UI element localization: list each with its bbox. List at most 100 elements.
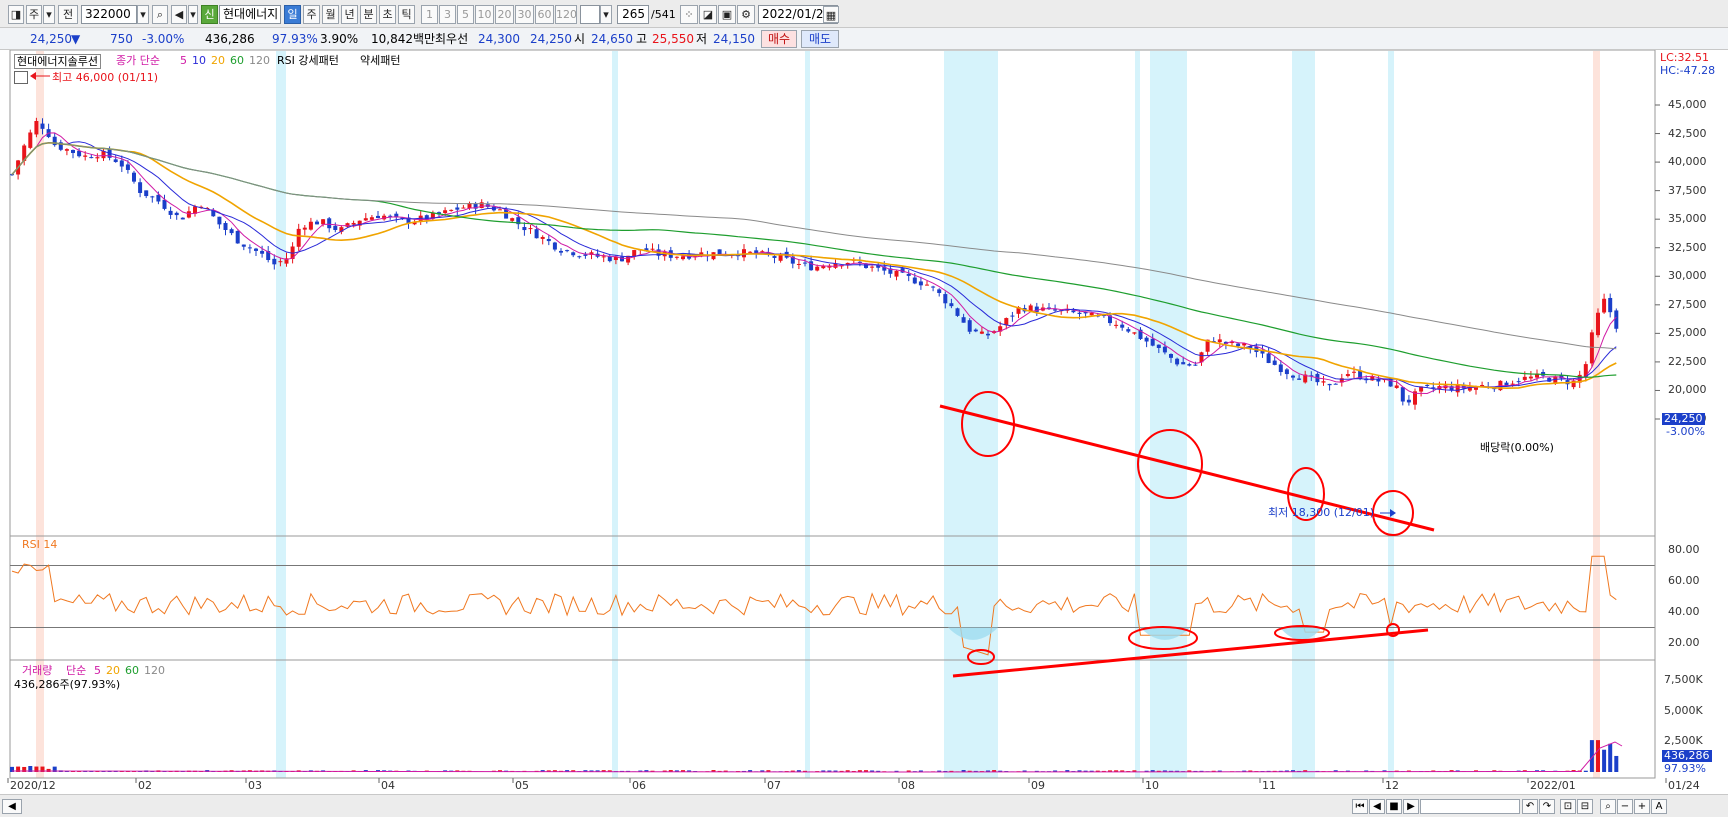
candle-body: [1528, 376, 1533, 379]
candle-body: [772, 256, 777, 258]
buy-button[interactable]: 매수: [761, 30, 797, 48]
panel-toggle-icon[interactable]: [14, 71, 28, 84]
candle-body: [955, 308, 960, 316]
candle-body: [363, 218, 368, 221]
stock-name-label[interactable]: 현대에너지솔루션: [14, 54, 101, 69]
candle-body: [1339, 378, 1344, 383]
candle-body: [430, 212, 435, 219]
panel-frame: [9, 50, 1656, 537]
candle-body: [1297, 378, 1302, 380]
price-axis-tick: 27,500: [1668, 297, 1707, 311]
price-axis-tick: 25,000: [1668, 326, 1707, 340]
candle-body: [864, 263, 868, 269]
candle-body: [443, 210, 448, 214]
interval-60[interactable]: 60: [535, 5, 554, 24]
candle-body: [138, 182, 143, 193]
redo-icon[interactable]: ↷: [1539, 799, 1555, 814]
candle-body: [961, 317, 966, 323]
volume-bar: [687, 770, 692, 772]
volume-bar: [22, 766, 27, 772]
interval-5[interactable]: 5: [457, 5, 474, 24]
tab-second[interactable]: 초: [379, 5, 396, 24]
candle-body: [22, 145, 27, 161]
volume-bar: [1333, 770, 1338, 772]
stock-code-input[interactable]: 322000: [81, 5, 137, 24]
zoom-in-icon[interactable]: +: [1634, 799, 1650, 814]
zoom-box-icon[interactable]: ⊟: [1577, 799, 1593, 814]
tab-minute[interactable]: 분: [360, 5, 377, 24]
rsi-axis-tick: 60.00: [1668, 574, 1700, 587]
candle-body: [125, 164, 130, 170]
sound-icon[interactable]: ◀: [171, 5, 187, 24]
rsi-oversold-area: [1280, 627, 1322, 640]
tab-tick[interactable]: 틱: [398, 5, 415, 24]
nav-first-icon[interactable]: ⏮: [1352, 799, 1368, 814]
ma5-label: 5: [180, 54, 187, 67]
magnify-icon[interactable]: ⌕: [1600, 799, 1616, 814]
candle-body: [89, 157, 94, 159]
interval-1[interactable]: 1: [421, 5, 438, 24]
save-icon[interactable]: ▣: [718, 5, 736, 24]
candle-body: [1309, 375, 1314, 377]
candle-body: [1004, 318, 1009, 326]
date-input[interactable]: 2022/01/24: [758, 5, 838, 24]
grid-icon[interactable]: ⁘: [680, 5, 698, 24]
candle-body: [1413, 391, 1417, 405]
undo-icon[interactable]: ↶: [1522, 799, 1538, 814]
nav-next-icon[interactable]: ▶: [1403, 799, 1419, 814]
scroll-left-icon[interactable]: ◀: [2, 799, 22, 814]
tab-year[interactable]: 년: [341, 5, 358, 24]
candle-body: [516, 217, 521, 225]
interval-3[interactable]: 3: [439, 5, 456, 24]
prev-button[interactable]: 전: [58, 5, 78, 24]
volume-axis-tick: 7,500K: [1664, 673, 1703, 686]
custom-interval-input[interactable]: [580, 5, 600, 24]
candle-body: [10, 174, 14, 176]
interval-30[interactable]: 30: [515, 5, 534, 24]
volume-bar: [1589, 740, 1594, 772]
chart-type-icon[interactable]: ◪: [699, 5, 717, 24]
period-dropdown-icon[interactable]: ▾: [43, 5, 55, 24]
candle-body: [180, 217, 185, 220]
candle-body: [1077, 312, 1082, 314]
code-dropdown-icon[interactable]: ▾: [137, 5, 149, 24]
tab-week[interactable]: 주: [303, 5, 320, 24]
volume-bar: [760, 770, 765, 772]
font-size-icon[interactable]: A: [1651, 799, 1667, 814]
sell-button[interactable]: 매도: [801, 30, 839, 48]
interval-20[interactable]: 20: [495, 5, 514, 24]
volume-bar: [1022, 770, 1027, 772]
zoom-out-icon[interactable]: −: [1617, 799, 1633, 814]
calendar-icon[interactable]: ▦: [823, 6, 839, 23]
scroll-bar[interactable]: ◀ ⏮ ◀ ■ ▶ ↶ ↷ ⊡ ⊟ ⌕ − + A: [0, 794, 1728, 817]
volume-bar: [711, 770, 716, 772]
sound-dropdown-icon[interactable]: ▾: [188, 5, 198, 24]
candle-body: [1169, 353, 1173, 358]
volume-bar: [46, 768, 51, 772]
tab-day[interactable]: 일: [284, 5, 301, 24]
candle-body: [95, 157, 100, 159]
scroll-slider[interactable]: [1420, 799, 1520, 814]
candle-body: [1242, 343, 1247, 346]
interval-120[interactable]: 120: [555, 5, 577, 24]
nav-prev-icon[interactable]: ◀: [1369, 799, 1385, 814]
chart-menu-icon[interactable]: ◨: [8, 5, 24, 24]
x-axis-label: 05: [515, 779, 529, 792]
search-icon[interactable]: ⌕: [152, 5, 168, 24]
interval-10[interactable]: 10: [475, 5, 494, 24]
max-price-arrow-icon: [30, 72, 36, 80]
gear-icon[interactable]: ⚙: [737, 5, 755, 24]
candle-body: [1406, 399, 1411, 403]
price-axis-tick: 42,500: [1668, 126, 1707, 140]
tab-month[interactable]: 월: [322, 5, 339, 24]
zoom-window-icon[interactable]: ⊡: [1560, 799, 1576, 814]
x-axis-label: 10: [1145, 779, 1159, 792]
interval-dropdown-icon[interactable]: ▾: [600, 5, 612, 24]
nav-stop-icon[interactable]: ■: [1386, 799, 1402, 814]
volume-bar: [168, 771, 173, 772]
candle-body: [559, 250, 563, 253]
stock-chart[interactable]: [0, 50, 1728, 794]
bar-count-input[interactable]: 265: [617, 5, 649, 24]
open-price: 24,650: [591, 32, 633, 46]
period-week-button[interactable]: 주: [26, 5, 42, 24]
